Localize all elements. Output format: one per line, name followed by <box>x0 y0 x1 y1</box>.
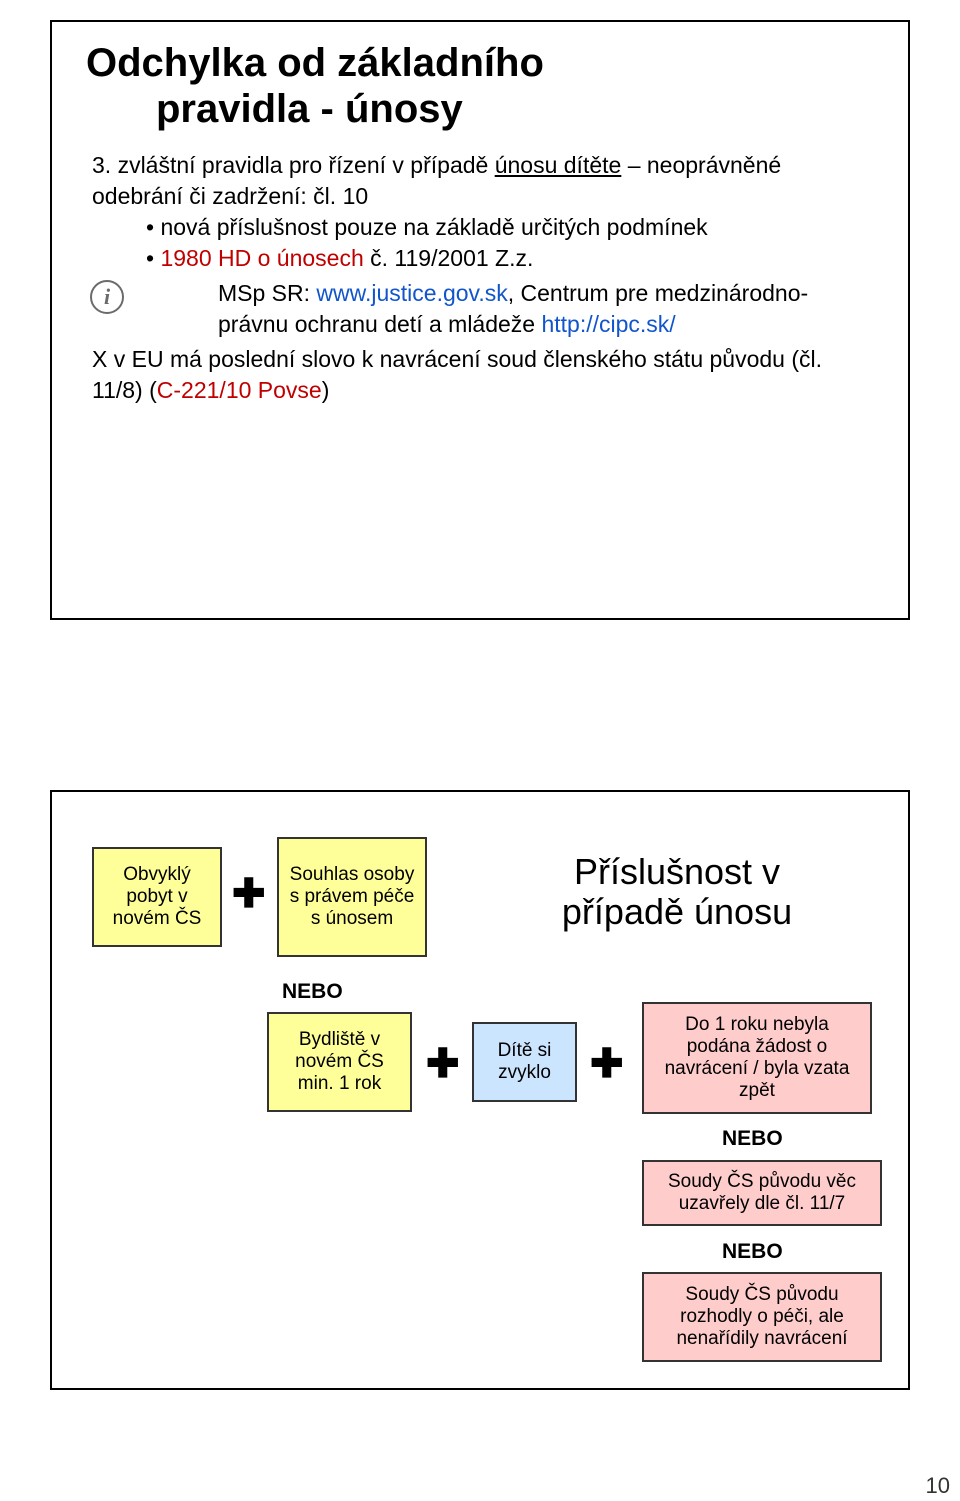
item3-underline: únosu dítěte <box>495 152 622 178</box>
sub2-rest: č. 119/2001 Z.z. <box>364 245 534 271</box>
xline-part2: ) <box>322 377 330 403</box>
slide2-title-l2: případě únosu <box>562 891 792 932</box>
box-dite-zvyklo: Dítě si zvyklo <box>472 1022 577 1102</box>
link-cipc[interactable]: http://cipc.sk/ <box>541 311 675 337</box>
or-label-3: NEBO <box>722 1240 783 1264</box>
item3-prefix: 3. zvláštní pravidla pro řízení v případ… <box>92 152 495 178</box>
title-line2: pravidla - únosy <box>86 87 463 131</box>
plus-icon-1: ✚ <box>232 874 266 914</box>
sub2-red: 1980 HD o únosech <box>160 245 363 271</box>
slide2-title-l1: Příslušnost v <box>574 851 780 892</box>
title-line1: Odchylka od základního <box>86 41 544 85</box>
slide1-body: 3. zvláštní pravidla pro řízení v případ… <box>86 150 878 406</box>
box-soudy-uzavrely: Soudy ČS původu věc uzavřely dle čl. 11/… <box>642 1160 882 1226</box>
info-text: MSp SR: www.justice.gov.sk, Centrum pre … <box>134 278 878 340</box>
box-soudy-rozhodly: Soudy ČS původu rozhodly o péči, ale nen… <box>642 1272 882 1362</box>
box-souhlas: Souhlas osoby s právem péče s únosem <box>277 837 427 957</box>
xline-case: C-221/10 Povse <box>157 377 322 403</box>
box-obvykly-pobyt: Obvyklý pobyt v novém ČS <box>92 847 222 947</box>
info-row: i MSp SR: www.justice.gov.sk, Centrum pr… <box>90 278 878 340</box>
sub3-prefix: MSp SR: <box>218 280 316 306</box>
slide-2: Obvyklý pobyt v novém ČS ✚ Souhlas osoby… <box>50 790 910 1390</box>
sub-bullet-1: nová příslušnost pouze na základě určitý… <box>146 212 878 243</box>
x-line: X v EU má poslední slovo k navrácení sou… <box>92 344 878 406</box>
plus-icon-3: ✚ <box>590 1044 624 1084</box>
or-label-1: NEBO <box>282 980 343 1004</box>
slide-1: Odchylka od základního pravidla - únosy … <box>50 20 910 620</box>
plus-icon-2: ✚ <box>426 1044 460 1084</box>
sub-bullet-2: 1980 HD o únosech č. 119/2001 Z.z. <box>146 243 878 274</box>
diagram: Obvyklý pobyt v novém ČS ✚ Souhlas osoby… <box>52 792 908 1388</box>
slide1-title: Odchylka od základního pravidla - únosy <box>86 40 878 132</box>
or-label-2: NEBO <box>722 1127 783 1151</box>
page-number: 10 <box>926 1473 950 1499</box>
info-icon: i <box>90 280 124 314</box>
box-bydliste: Bydliště v novém ČS min. 1 rok <box>267 1012 412 1112</box>
box-do1roku: Do 1 roku nebyla podána žádost o navráce… <box>642 1002 872 1114</box>
item-3: 3. zvláštní pravidla pro řízení v případ… <box>92 150 878 212</box>
link-justice[interactable]: www.justice.gov.sk <box>316 280 507 306</box>
slide2-title: Příslušnost v případě únosu <box>497 852 857 931</box>
